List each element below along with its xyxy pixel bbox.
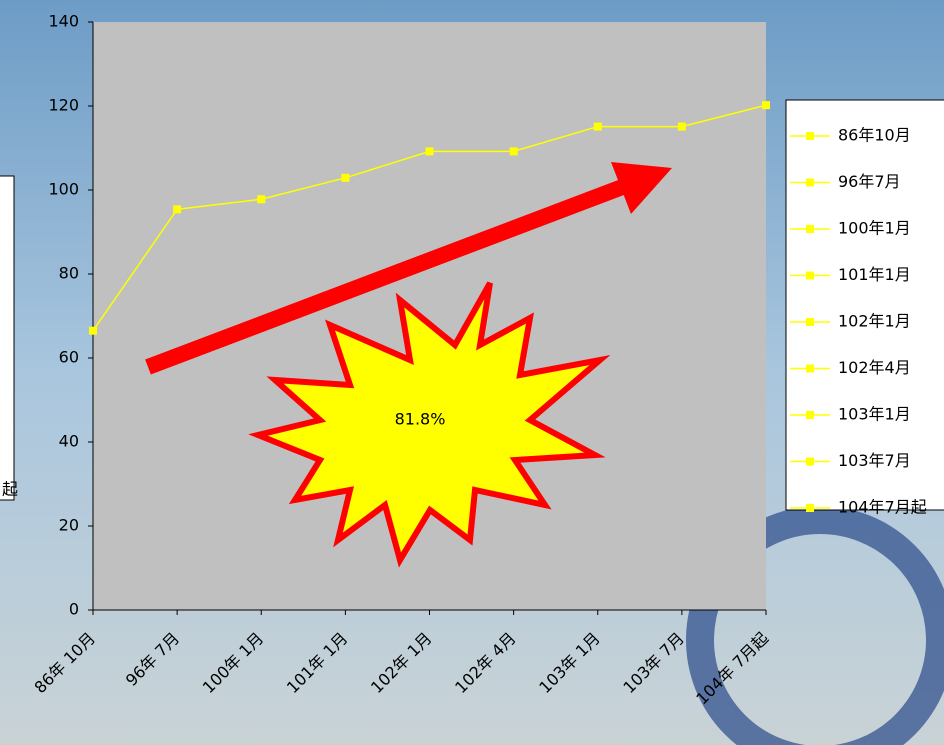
point-marker [593, 122, 602, 131]
legend-label: 102年1月 [838, 312, 911, 331]
legend-marker [806, 457, 814, 466]
y-tick-label: 40 [59, 432, 79, 451]
legend-label: 96年7月 [838, 172, 901, 191]
y-tick-label: 100 [48, 180, 79, 199]
legend-marker [806, 225, 814, 233]
legend-marker [806, 132, 814, 140]
legend-label: 103年1月 [838, 405, 911, 424]
y-tick-label: 80 [59, 264, 79, 283]
point-marker [677, 122, 686, 131]
point-marker [341, 173, 350, 182]
plot-area [93, 22, 766, 610]
y-tick-label: 120 [48, 96, 79, 115]
point-marker [89, 326, 97, 335]
point-marker [173, 205, 182, 214]
legend-label: 104年7月起 [838, 498, 927, 517]
annotation: 81.8% [395, 410, 446, 429]
legend-marker [806, 271, 814, 280]
y-tick-label: 140 [48, 12, 79, 31]
trend-arrow-shaft [145, 178, 628, 375]
y-tick-label: 20 [59, 516, 79, 535]
left-fragment-box [0, 175, 15, 501]
y-tick-label: 60 [59, 348, 79, 367]
legend-marker [806, 364, 814, 373]
legend-marker [806, 178, 814, 187]
legend-marker [806, 318, 814, 326]
point-marker [762, 101, 770, 110]
point-marker [257, 195, 266, 204]
legend-label: 102年4月 [838, 358, 911, 377]
legend-label: 103年7月 [838, 451, 911, 470]
legend-marker [806, 411, 814, 419]
point-marker [509, 147, 518, 156]
starburst [248, 281, 611, 568]
emblem [686, 506, 944, 745]
legend-label: 101年1月 [838, 265, 911, 284]
left-fragment-text: 起 [2, 480, 18, 499]
legend-label: 100年1月 [838, 219, 911, 238]
trend-arrow-head [611, 162, 672, 214]
legend-label: 86年10月 [838, 126, 911, 145]
legend-marker [806, 504, 814, 512]
point-marker [425, 147, 434, 156]
legend [785, 99, 944, 511]
y-tick-label: 0 [69, 600, 79, 619]
